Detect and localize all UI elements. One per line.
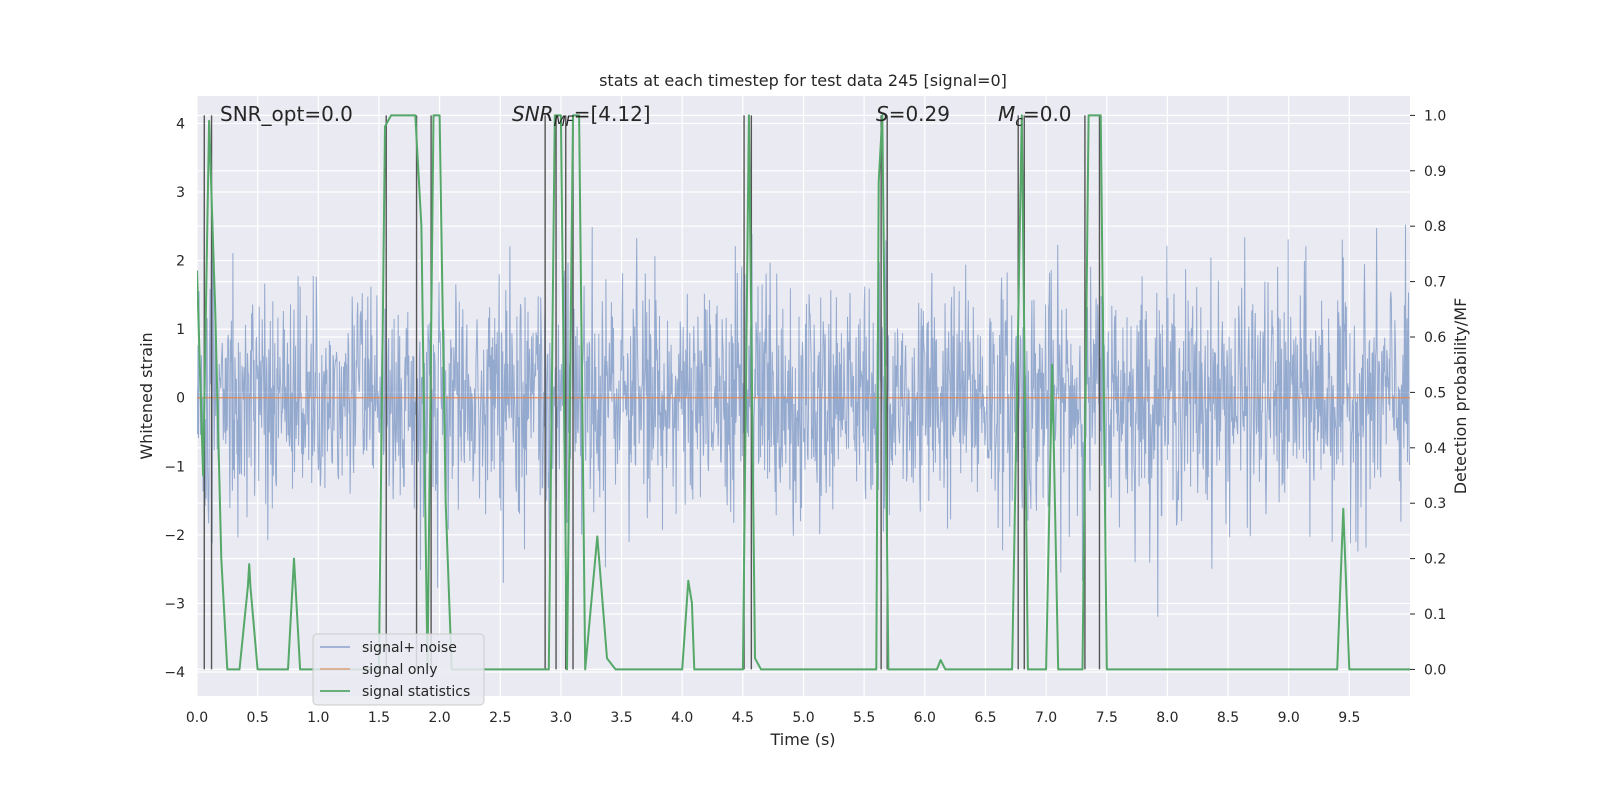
annotation-s: S=0.29 [876, 102, 950, 126]
x-tick-label: 6.5 [974, 710, 996, 726]
annotation-s-value: =0.29 [889, 102, 950, 126]
x-tick-label: 1.0 [307, 710, 329, 726]
x-tick-label: 1.5 [368, 710, 390, 726]
x-tick-label: 5.5 [853, 710, 875, 726]
y2-tick-label: 0.6 [1424, 330, 1446, 346]
x-axis-ticks: 0.0 0.5 1.0 1.5 2.0 2.5 3.0 3.5 4.0 4.5 5.0 5.5 6.0 6… [186, 710, 1361, 726]
annotation-s-main: S [876, 102, 889, 126]
x-tick-label: 2.5 [489, 710, 511, 726]
y2-tick-label: 0.5 [1424, 385, 1446, 401]
legend-box [312, 633, 485, 706]
annotation-snr-mf-main: SNR [512, 102, 554, 126]
y2-tick-label: 0.9 [1424, 164, 1446, 180]
y-tick-label: 2 [176, 254, 185, 270]
x-tick-label: 6.0 [914, 710, 936, 726]
annotation-snr-opt: SNR_opt=0.0 [220, 102, 353, 126]
y2-tick-label: 0.4 [1424, 441, 1446, 457]
y2-tick-label: 0.3 [1424, 496, 1446, 512]
annotation-mc-main: M [998, 102, 1015, 126]
x-tick-label: 4.5 [732, 710, 754, 726]
chart-title: stats at each timestep for test data 245… [599, 71, 1007, 90]
annotation-mc-value: =0.0 [1023, 102, 1072, 126]
annotation-snr-mf: SNRMF=[4.12] [512, 102, 651, 130]
x-tick-label: 3.0 [550, 710, 572, 726]
x-tick-label: 2.0 [428, 710, 450, 726]
annotation-snr-mf-sub: MF [554, 114, 575, 130]
y-tick-label: 4 [176, 116, 185, 132]
x-tick-label: 7.0 [1035, 710, 1057, 726]
y-tick-label: −2 [164, 528, 185, 544]
legend-label-signal: signal only [362, 662, 437, 678]
x-tick-label: 8.0 [1156, 710, 1178, 726]
annotation-mc-sub: c [1015, 114, 1023, 130]
x-tick-label: 8.5 [1217, 710, 1239, 726]
y2-tick-label: 0.0 [1424, 662, 1446, 678]
x-tick-label: 7.5 [1096, 710, 1118, 726]
statistics-series [197, 114, 1410, 671]
legend: signal+ noise signal only signal statist… [312, 633, 485, 706]
x-tick-label: 4.0 [671, 710, 693, 726]
x-tick-label: 9.5 [1338, 710, 1360, 726]
noise-series [197, 219, 1410, 617]
noise-line [197, 219, 1410, 617]
y2-tick-label: 0.8 [1424, 219, 1446, 235]
y-axis-label: Whitened strain [137, 332, 156, 459]
y2-axis-label: Detection probability/MF [1451, 298, 1470, 495]
statistics-line [197, 114, 1410, 671]
x-tick-label: 5.0 [792, 710, 814, 726]
x-tick-label: 0.0 [186, 710, 208, 726]
y-axis-ticks: 4 3 2 1 0 −1 −2 −3 −4 [164, 116, 185, 681]
y2-tick-label: 0.1 [1424, 607, 1446, 623]
x-axis-label: Time (s) [769, 730, 835, 749]
annotation-snr-mf-value: =[4.12] [574, 102, 651, 126]
x-tick-label: 3.5 [610, 710, 632, 726]
y2-axis-ticks: 1.0 0.9 0.8 0.7 0.6 0.5 0.4 0.3 0.2 0.1 0.0 [1410, 108, 1446, 678]
y-tick-label: 3 [176, 185, 185, 201]
y-tick-label: 0 [176, 391, 185, 407]
legend-label-noise: signal+ noise [362, 640, 457, 656]
x-tick-label: 0.5 [247, 710, 269, 726]
y-tick-label: −1 [164, 459, 185, 475]
y-tick-label: −4 [164, 665, 185, 681]
y-tick-label: −3 [164, 596, 185, 612]
y2-tick-label: 0.7 [1424, 275, 1446, 291]
y2-tick-label: 0.2 [1424, 552, 1446, 568]
x-tick-label: 9.0 [1278, 710, 1300, 726]
legend-label-stats: signal statistics [362, 684, 470, 700]
y2-tick-label: 1.0 [1424, 108, 1446, 124]
annotation-mc: Mc=0.0 [998, 102, 1072, 130]
y-tick-label: 1 [176, 322, 185, 338]
